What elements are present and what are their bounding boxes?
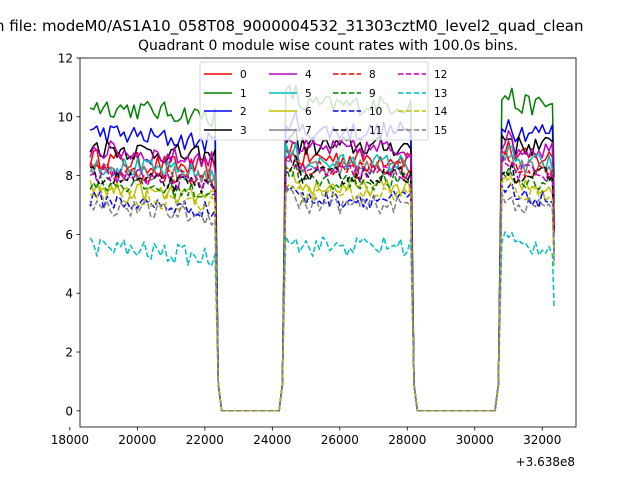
legend-label-8: 8 [369,69,376,81]
series-line-9 [89,162,555,412]
legend-label-4: 4 [305,69,312,81]
legend-label-9: 9 [369,88,376,100]
legend-label-14: 14 [434,106,448,118]
y-tick-label: 10 [58,110,73,124]
axes-frame [79,57,577,428]
y-tick-label: 2 [65,346,73,360]
legend-label-6: 6 [305,106,312,118]
y-tick-label: 0 [65,404,73,418]
series-line-15 [89,187,555,412]
legend-label-3: 3 [240,125,247,137]
x-tick-label: 28000 [388,433,426,447]
plot-area [89,84,555,412]
x-tick-label: 32000 [523,433,561,447]
y-tick-label: 8 [65,169,73,183]
legend-label-7: 7 [305,125,312,137]
legend-label-5: 5 [305,88,312,100]
x-tick-label: 18000 [51,433,89,447]
legend-label-10: 10 [369,106,382,118]
x-tick-label: 26000 [321,433,359,447]
x-tick-label: 30000 [456,433,494,447]
legend-label-11: 11 [369,125,382,137]
figure-suptitle: n file: modeM0/AS1A10_058T08_9000004532_… [0,17,584,36]
legend-label-2: 2 [240,106,247,118]
y-tick-label: 12 [58,52,73,66]
legend-label-12: 12 [434,69,447,81]
legend-box [199,61,429,141]
x-offset-label: +3.638e8 [516,455,575,469]
legend-label-1: 1 [240,88,247,100]
axes: 18000 20000 22000 24000 26000 28000 30000 32000… [51,52,577,447]
x-tick-label: 20000 [118,433,156,447]
chart-title: Quadrant 0 module wise count rates with … [138,38,518,54]
series-line-14 [90,177,555,412]
legend-label-0: 0 [240,69,247,81]
y-tick-label: 6 [65,228,73,242]
legend-label-15: 15 [434,125,447,137]
x-tick-label: 24000 [253,433,291,447]
legend-label-13: 13 [434,88,447,100]
y-tick-label: 4 [65,287,73,301]
x-tick-label: 22000 [186,433,224,447]
